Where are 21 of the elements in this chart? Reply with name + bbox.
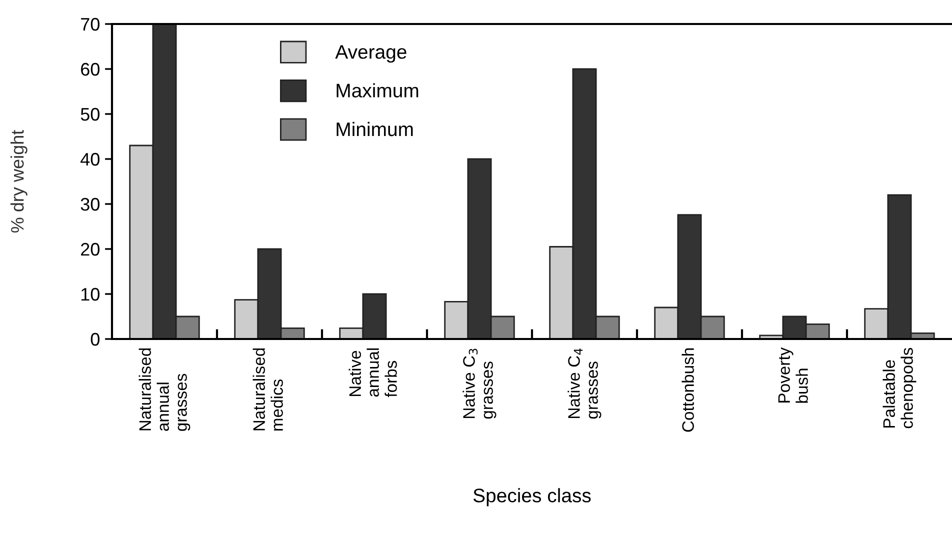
x-tick-label: Cottonbush (682, 348, 694, 432)
y-tick-label: 0 (90, 332, 100, 346)
y-tick-label: 20 (81, 242, 100, 256)
x-tick-label: Palatable chenopods (882, 348, 916, 428)
y-tick-label: 30 (80, 198, 100, 211)
x-tick-label: Native C$_{3}$ grasses (462, 348, 496, 419)
legend-label: Minimum (336, 122, 413, 136)
y-tick-label: 10 (81, 288, 100, 301)
x-tick-label: Poverty bush (778, 347, 808, 403)
x-tick-label: Naturalised medics (252, 348, 283, 431)
legend-label: Maximum (336, 83, 418, 98)
x-tick-label: Native C$_{4}$ grasses (568, 348, 602, 419)
y-tick-label: 60 (81, 62, 100, 76)
y-tick-label: 50 (80, 108, 100, 121)
legend-label: Average (335, 45, 406, 63)
x-tick-label: Native annual forbs (348, 348, 397, 398)
x-tick-label: Naturalised annual grasses (138, 348, 190, 431)
y-tick-label: 70 (81, 18, 100, 31)
y-tick-label: 40 (80, 152, 100, 166)
x-axis-title: Species class (473, 488, 591, 506)
y-axis-title: % dry weight (10, 130, 28, 233)
